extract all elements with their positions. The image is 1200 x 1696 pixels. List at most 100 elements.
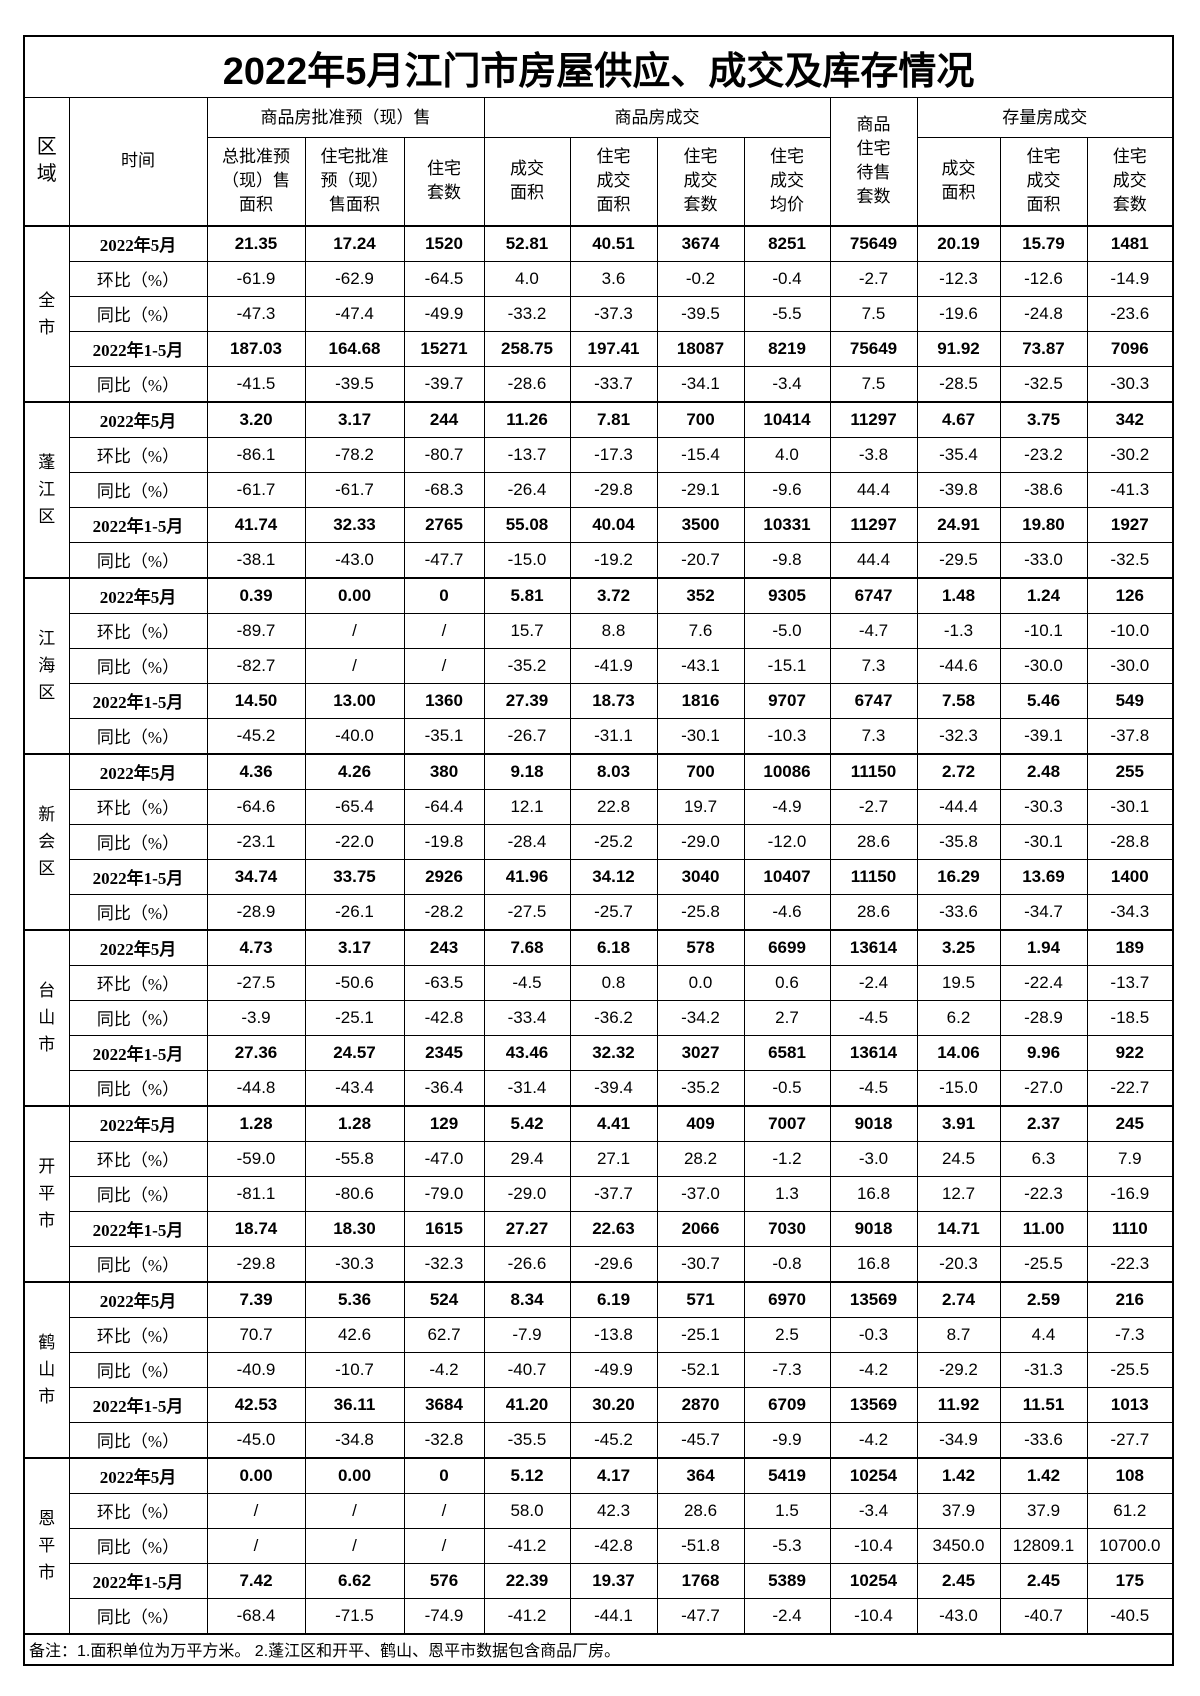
value-cell: -43.0: [916, 1597, 1001, 1634]
value-cell: 1816: [656, 682, 745, 719]
value-cell: 9.96: [999, 1034, 1088, 1071]
value-cell: 22.8: [569, 788, 658, 825]
value-cell: 1.42: [999, 1456, 1088, 1494]
value-cell: 243: [403, 928, 485, 966]
value-cell: 1400: [1086, 858, 1174, 895]
value-cell: -30.3: [304, 1245, 405, 1282]
value-cell: -5.3: [743, 1527, 831, 1564]
time-cell: 同比（%）: [68, 1175, 208, 1212]
value-cell: 24.57: [304, 1034, 405, 1071]
region-name: 蓬江区: [38, 453, 56, 526]
value-cell: 2926: [403, 858, 485, 895]
time-cell: 环比（%）: [68, 1316, 208, 1353]
value-cell: 11.92: [916, 1386, 1001, 1423]
value-cell: -39.8: [916, 471, 1001, 508]
value-cell: 40.51: [569, 224, 658, 262]
value-cell: 6970: [743, 1280, 831, 1318]
value-cell: -20.7: [656, 541, 745, 578]
value-cell: -89.7: [206, 612, 306, 649]
value-cell: 70.7: [206, 1316, 306, 1353]
value-cell: /: [206, 1492, 306, 1529]
value-cell: 42.3: [569, 1492, 658, 1529]
value-cell: -35.4: [916, 436, 1001, 473]
value-cell: -26.4: [483, 471, 571, 508]
value-cell: -34.3: [1086, 893, 1174, 930]
value-cell: -37.7: [569, 1175, 658, 1212]
value-cell: -42.8: [403, 999, 485, 1036]
value-cell: -2.4: [829, 964, 918, 1001]
time-cell: 同比（%）: [68, 999, 208, 1036]
value-cell: -25.1: [304, 999, 405, 1036]
value-cell: -13.7: [1086, 964, 1174, 1001]
value-cell: 0.0: [656, 964, 745, 1001]
table-row: 2022年1-5月 7.42 6.62 576 22.39 19.37 1768 5389 10…: [24, 1562, 1174, 1599]
table-row: 2022年1-5月 18.74 18.30 1615 27.27 22.63 2066 703…: [24, 1210, 1174, 1247]
value-cell: -31.4: [483, 1069, 571, 1106]
value-cell: 10414: [743, 400, 831, 438]
value-cell: -43.0: [304, 541, 405, 578]
value-cell: 28.6: [829, 893, 918, 930]
time-cell: 同比（%）: [68, 541, 208, 578]
value-cell: -23.6: [1086, 295, 1174, 332]
value-cell: 44.4: [829, 541, 918, 578]
value-cell: -0.2: [656, 260, 745, 297]
value-cell: 3.17: [304, 928, 405, 966]
value-cell: 33.75: [304, 858, 405, 895]
table-row: 环比（%） -27.5 -50.6 -63.5 -4.5 0.8 0.0 0.6 -2.4 19.…: [24, 964, 1174, 1001]
value-cell: -7.3: [743, 1351, 831, 1388]
value-cell: -9.6: [743, 471, 831, 508]
value-cell: 3027: [656, 1034, 745, 1071]
value-cell: -40.7: [999, 1597, 1088, 1634]
value-cell: -7.3: [1086, 1316, 1174, 1353]
value-cell: -28.8: [1086, 823, 1174, 860]
table-row: 2022年1-5月 27.36 24.57 2345 43.46 32.32 3027 658…: [24, 1034, 1174, 1071]
table-row: 环比（%） -59.0 -55.8 -47.0 29.4 27.1 28.2 -1.2 -3.0…: [24, 1140, 1174, 1177]
value-cell: -5.5: [743, 295, 831, 332]
time-cell: 同比（%）: [68, 823, 208, 860]
header-column: 住宅成交面积: [999, 137, 1088, 226]
value-cell: -43.1: [656, 647, 745, 684]
value-cell: -23.1: [206, 823, 306, 860]
value-cell: 11297: [829, 506, 918, 543]
value-cell: -22.7: [1086, 1069, 1174, 1106]
value-cell: 5.12: [483, 1456, 571, 1494]
table-row: 开平市 2022年5月 1.28 1.28 129 5.42 4.41 409 7007 9018…: [23, 1104, 1174, 1283]
value-cell: -82.7: [206, 647, 306, 684]
value-cell: 14.06: [916, 1034, 1001, 1071]
value-cell: 75649: [829, 330, 918, 367]
value-cell: 11150: [829, 858, 918, 895]
value-cell: -18.5: [1086, 999, 1174, 1036]
table-row: 鹤山市 2022年5月 7.39 5.36 524 8.34 6.19 571 6970 1356…: [23, 1280, 1174, 1459]
table-row: 同比（%） -45.2 -40.0 -35.1 -26.7 -31.1 -30.1 -10.3…: [24, 717, 1174, 754]
value-cell: 7096: [1086, 330, 1174, 367]
value-cell: 9.18: [483, 752, 571, 790]
region-name: 全市: [38, 290, 56, 337]
value-cell: -32.5: [1086, 541, 1174, 578]
value-cell: -80.6: [304, 1175, 405, 1212]
table-row: 同比（%） / / / -41.2 -42.8 -51.8 -5.3 -10.4 3450.0 12…: [24, 1527, 1174, 1564]
value-cell: -10.3: [743, 717, 831, 754]
value-cell: 6709: [743, 1386, 831, 1423]
value-cell: -40.5: [1086, 1597, 1174, 1634]
value-cell: /: [403, 1492, 485, 1529]
value-cell: 5.81: [483, 576, 571, 614]
value-cell: -28.9: [999, 999, 1088, 1036]
value-cell: 7030: [743, 1210, 831, 1247]
value-cell: -4.7: [829, 612, 918, 649]
value-cell: -37.8: [1086, 717, 1174, 754]
region-name: 鹤山市: [38, 1333, 56, 1406]
value-cell: -3.4: [743, 365, 831, 402]
value-cell: 36.11: [304, 1386, 405, 1423]
value-cell: -29.2: [916, 1351, 1001, 1388]
value-cell: -41.9: [569, 647, 658, 684]
value-cell: 197.41: [569, 330, 658, 367]
value-cell: 28.6: [656, 1492, 745, 1529]
value-cell: -34.9: [916, 1421, 1001, 1458]
time-cell: 环比（%）: [68, 612, 208, 649]
table-row: 全市 2022年5月 21.35 17.24 1520 52.81 40.51 3674 825…: [23, 224, 1174, 403]
time-cell: 同比（%）: [68, 1527, 208, 1564]
value-cell: 4.36: [206, 752, 306, 790]
value-cell: -10.4: [829, 1527, 918, 1564]
value-cell: 32.33: [304, 506, 405, 543]
value-cell: -42.8: [569, 1527, 658, 1564]
